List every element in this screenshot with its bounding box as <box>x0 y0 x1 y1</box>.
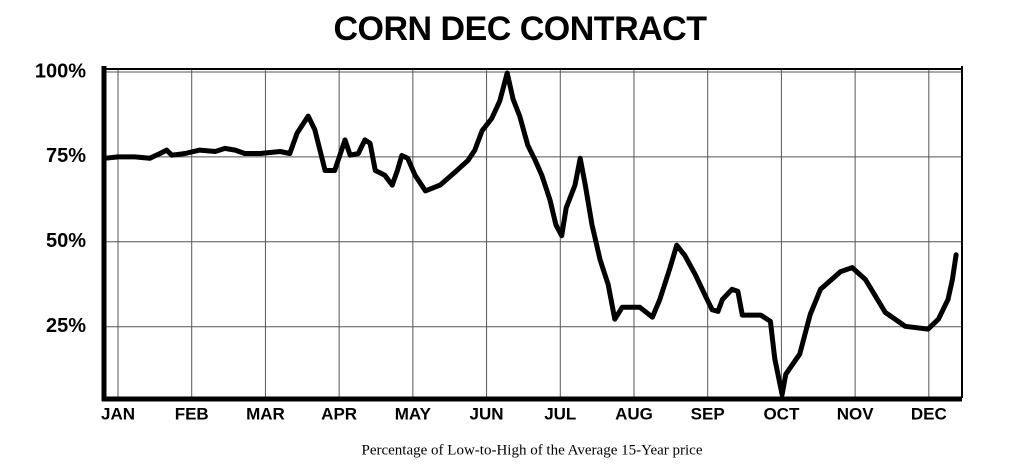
caption: Percentage of Low-to-High of the Average… <box>362 442 703 458</box>
x-tick-label: DEC <box>911 404 947 423</box>
y-tick-label: 100% <box>35 60 86 82</box>
x-tick-label: JUN <box>470 404 504 423</box>
x-tick-label: SEP <box>691 404 725 423</box>
x-tick-label: FEB <box>175 404 209 423</box>
y-tick-label: 75% <box>46 145 86 167</box>
x-tick-label: NOV <box>837 404 875 423</box>
x-tick-label: MAY <box>395 404 432 423</box>
chart-title: CORN DEC CONTRACT <box>333 10 707 48</box>
x-tick-label: AUG <box>615 404 653 423</box>
x-tick-label: JUL <box>544 404 576 423</box>
x-tick-label: OCT <box>763 404 800 423</box>
data-line <box>102 70 959 398</box>
x-tick-label: MAR <box>246 404 285 423</box>
y-tick-label: 25% <box>46 315 86 337</box>
x-tick-label: JAN <box>101 404 135 423</box>
x-tick-label: APR <box>321 404 357 423</box>
y-tick-label: 50% <box>46 230 86 252</box>
